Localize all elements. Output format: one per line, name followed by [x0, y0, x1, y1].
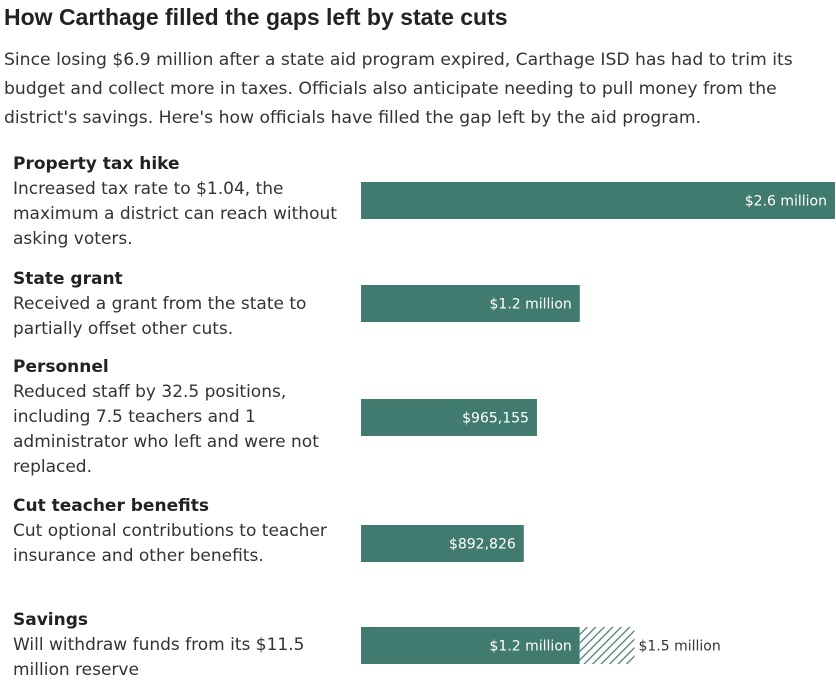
bar-value-label: $1.2 million — [490, 639, 572, 655]
row-name: State grant — [13, 269, 123, 289]
bar-value-label: $1.2 million — [490, 297, 572, 313]
bar-value-label: $2.6 million — [745, 194, 827, 210]
bar-value-label: $965,155 — [462, 411, 529, 427]
row-name: Personnel — [13, 357, 109, 377]
row-name: Property tax hike — [13, 154, 180, 174]
projected-value-label: $1.5 million — [638, 639, 720, 655]
row-description: Will withdraw funds from its $11.5 milli… — [13, 635, 305, 680]
row-savings: Savings Will withdraw funds from its $11… — [13, 608, 351, 683]
bar — [361, 525, 524, 562]
bar — [361, 627, 580, 664]
row-description: Reduced staff by 32.5 positions, includi… — [13, 382, 319, 477]
row-description: Cut optional contributions to teacher in… — [13, 521, 327, 566]
projected-bar — [579, 627, 635, 664]
row-state-grant: State grant Received a grant from the st… — [13, 267, 351, 342]
bar — [361, 285, 580, 322]
row-description: Increased tax rate to $1.04, the maximum… — [13, 179, 337, 249]
chart-subtitle: Since losing $6.9 million after a state … — [4, 50, 793, 128]
bar-value-label: $892,826 — [449, 537, 516, 553]
row-property-tax-hike: Property tax hike Increased tax rate to … — [13, 152, 351, 252]
row-name: Savings — [13, 610, 89, 630]
row-personnel: Personnel Reduced staff by 32.5 position… — [13, 355, 351, 480]
bar — [361, 182, 835, 219]
chart-title: How Carthage filled the gaps left by sta… — [4, 4, 508, 30]
row-cut-teacher-benefits: Cut teacher benefits Cut optional contri… — [13, 494, 351, 569]
bar — [361, 399, 537, 436]
row-name: Cut teacher benefits — [13, 496, 209, 516]
row-description: Received a grant from the state to parti… — [13, 294, 307, 339]
